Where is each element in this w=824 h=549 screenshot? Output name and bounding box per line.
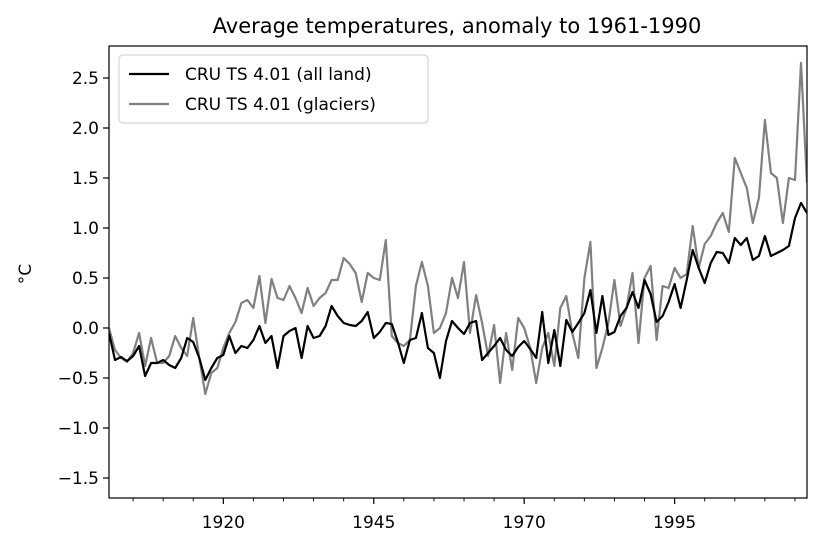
series-line-all-land bbox=[109, 201, 807, 382]
series-layer bbox=[109, 61, 807, 396]
y-tick-label: 1.5 bbox=[72, 169, 99, 189]
y-tick-label: −1.0 bbox=[58, 419, 99, 439]
x-tick-label: 1970 bbox=[503, 513, 546, 533]
y-tick-label: −0.5 bbox=[58, 369, 99, 389]
legend: CRU TS 4.01 (all land) CRU TS 4.01 (glac… bbox=[118, 54, 429, 124]
legend-label-all-land: CRU TS 4.01 (all land) bbox=[185, 65, 372, 85]
y-tick-label: 2.0 bbox=[72, 119, 99, 139]
y-tick-label: 0.0 bbox=[72, 319, 99, 339]
series-line-glaciers bbox=[109, 61, 807, 396]
y-tick-label: 0.5 bbox=[72, 269, 99, 289]
plot-frame bbox=[108, 45, 808, 499]
x-tick-label: 1945 bbox=[352, 513, 395, 533]
x-tick-label: 1920 bbox=[202, 513, 245, 533]
legend-label-glaciers: CRU TS 4.01 (glaciers) bbox=[185, 95, 376, 115]
y-tick-label: 2.5 bbox=[72, 69, 99, 89]
legend-box bbox=[118, 54, 429, 124]
y-axis-ticks: −1.5 −1.0 −0.5 0.0 0.5 1.0 1.5 2.0 2.5 bbox=[58, 69, 109, 489]
y-tick-label: −1.5 bbox=[58, 469, 99, 489]
x-axis-ticks: 1920 1945 1970 1995 bbox=[132, 498, 796, 533]
x-tick-label: 1995 bbox=[653, 513, 696, 533]
y-tick-label: 1.0 bbox=[72, 219, 99, 239]
y-axis-label: °C bbox=[16, 264, 36, 284]
chart-title: Average temperatures, anomaly to 1961-19… bbox=[213, 14, 702, 38]
